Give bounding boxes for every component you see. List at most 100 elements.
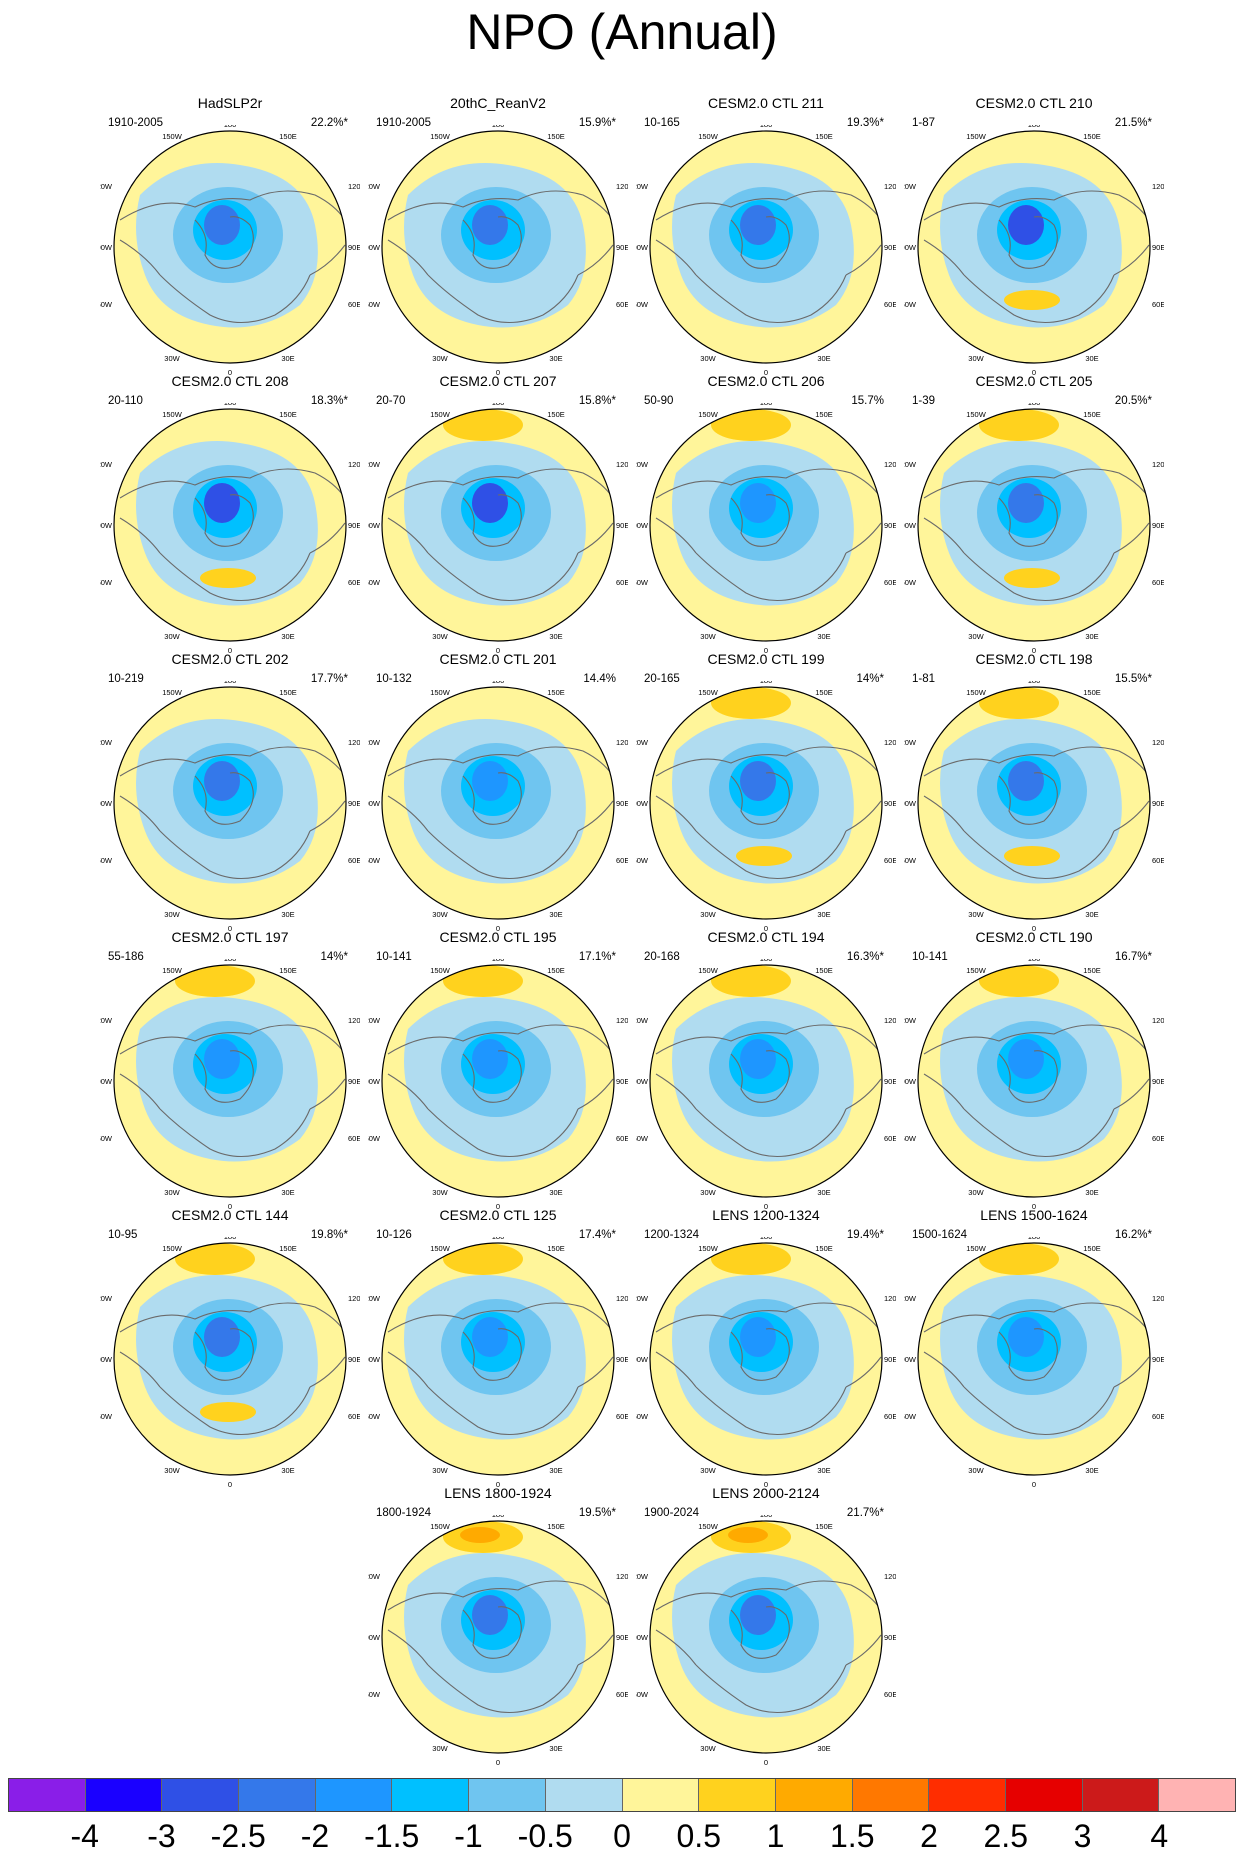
lon-label-60e: 60E: [1152, 856, 1164, 865]
colorbar-labels: -4 -3 -2.5 -2 -1.5 -1 -0.5 0 0.5 1 1.5 2 2.5 3 4: [0, 1818, 1244, 1858]
map-boundary-circle: [649, 408, 883, 642]
positive-anomaly-center: [979, 687, 1059, 719]
lon-label-150e: 150E: [279, 688, 297, 697]
panel-period: 1800-1924: [376, 1507, 431, 1519]
lon-label-180: 180: [1028, 1237, 1041, 1241]
colorbar-tick-label: -1: [454, 1818, 483, 1854]
lon-label-150w: 150W: [966, 132, 987, 141]
lon-label-120w: 120W: [100, 1294, 113, 1303]
slp-anomaly-field: [114, 965, 346, 1197]
negative-anomaly-core: [472, 483, 508, 523]
panel-variance-explained: 19.3%*: [846, 117, 884, 129]
lon-label-90w: 90W: [100, 243, 113, 252]
colorbar-tick-label: 4: [1150, 1818, 1169, 1854]
map-boundary-circle: [649, 130, 883, 364]
colorbar-box: [1005, 1779, 1083, 1811]
atlantic-positive-anomaly: [736, 846, 792, 866]
lon-label-180: 180: [760, 681, 773, 685]
lon-label-180: 180: [492, 125, 505, 129]
lon-label-30w: 30W: [968, 1466, 984, 1475]
panel-title: CESM2.0 CTL 144: [171, 1207, 289, 1223]
lon-label-30e: 30E: [1085, 910, 1098, 919]
panel-period: 50-90: [644, 395, 674, 407]
slp-anomaly-field: [382, 1243, 614, 1475]
panel-title: HadSLP2r: [197, 95, 263, 111]
lon-label-150w: 150W: [698, 132, 719, 141]
lon-label-120w: 120W: [904, 182, 917, 191]
lon-label-120e: 120E: [616, 182, 628, 191]
lon-label-150w: 150W: [430, 132, 451, 141]
colorbar-tick-label: -2.5: [210, 1818, 266, 1854]
lon-label-150e: 150E: [815, 688, 833, 697]
coastlines: [119, 1302, 346, 1435]
panel-variance-explained: 22.2%*: [310, 117, 348, 129]
lon-label-90w: 90W: [100, 1077, 113, 1086]
colorbar-tick-label: 2: [920, 1818, 938, 1854]
lon-label-30e: 30E: [817, 1466, 830, 1475]
lon-label-60e: 60E: [884, 856, 896, 865]
lon-label-90e: 90E: [884, 1633, 896, 1642]
map-boundary-circle: [649, 686, 883, 920]
lon-label-180: 180: [224, 403, 237, 407]
atlantic-positive-anomaly: [200, 1402, 256, 1422]
colorbar-box: [622, 1779, 700, 1811]
panel-period: 20-168: [644, 951, 680, 963]
lon-label-150e: 150E: [279, 966, 297, 975]
lon-label-150e: 150E: [1083, 688, 1101, 697]
lon-label-180: 180: [1028, 403, 1041, 407]
lon-label-150e: 150E: [815, 132, 833, 141]
map-panel: CESM2.0 CTL 198 1-81 15.5%* 180 150W 150E 120W…: [904, 651, 1164, 931]
map-panel: LENS 1200-1324 1200-1324 19.4%* 180 150W 150E…: [636, 1207, 896, 1487]
map-boundary-circle: [649, 1520, 883, 1754]
map-panel: CESM2.0 CTL 202 10-219 17.7%* 180 150W 150E 12…: [100, 651, 360, 931]
negative-anomaly-core: [1008, 205, 1044, 245]
panel-title: CESM2.0 CTL 211: [708, 95, 824, 111]
lon-label-150w: 150W: [430, 1522, 451, 1531]
lon-label-60e: 60E: [616, 856, 628, 865]
colorbar-tick-label: 0: [613, 1818, 631, 1854]
lon-label-180: 180: [492, 959, 505, 963]
lon-label-90w: 90W: [100, 1355, 113, 1364]
lon-label-90e: 90E: [884, 799, 896, 808]
lon-label-150w: 150W: [966, 410, 987, 419]
panel-period: 10-141: [376, 951, 412, 963]
lon-label-0: 0: [496, 368, 500, 375]
colorbar-box: [775, 1779, 853, 1811]
lon-label-90w: 90W: [636, 243, 649, 252]
lon-label-120w: 120W: [368, 460, 381, 469]
panel-title: CESM2.0 CTL 197: [171, 929, 289, 945]
lon-label-30w: 30W: [164, 910, 180, 919]
lon-label-30w: 30W: [700, 632, 716, 641]
map-boundary-circle: [381, 1520, 615, 1754]
lon-label-30w: 30W: [968, 910, 984, 919]
colorbar-tick-label: -2: [300, 1818, 330, 1854]
negative-anomaly-core: [472, 205, 508, 245]
lon-label-60w: 60W: [368, 578, 381, 587]
polar-stereographic-map: 180 150W 150E 120W 120E 90W 90E 60W 60E 30W 30E 0: [904, 681, 1164, 931]
map-boundary-circle: [113, 408, 347, 642]
negative-anomaly-core: [1008, 1039, 1044, 1079]
panel-title: LENS 2000-2124: [712, 1485, 820, 1501]
polar-stereographic-map: 180 150W 150E 120W 120E 90W 90E 60W 60E 30W 30E 0: [636, 403, 896, 653]
lon-label-150e: 150E: [1083, 132, 1101, 141]
lon-label-150e: 150E: [547, 132, 565, 141]
lon-label-120e: 120E: [1152, 460, 1164, 469]
lon-label-90e: 90E: [616, 1633, 628, 1642]
lon-label-180: 180: [492, 681, 505, 685]
slp-anomaly-field: [382, 409, 614, 641]
lon-label-120w: 120W: [904, 1294, 917, 1303]
lon-label-90e: 90E: [616, 1077, 628, 1086]
panel-title: CESM2.0 CTL 205: [975, 373, 1093, 389]
lon-label-60e: 60E: [348, 300, 360, 309]
atlantic-negative-anomaly: [736, 566, 792, 590]
map-panel: 20thC_ReanV2 1910-2005 15.9%* 180 150W 150E 12…: [368, 95, 628, 375]
lon-label-150w: 150W: [698, 1522, 719, 1531]
slp-anomaly-field: [650, 409, 882, 641]
coastlines: [655, 468, 882, 601]
lon-label-150e: 150E: [547, 1522, 565, 1531]
lon-label-30e: 30E: [281, 354, 294, 363]
coastlines: [387, 1302, 614, 1435]
polar-stereographic-map: 180 150W 150E 120W 120E 90W 90E 60W 60E 30W 30E 0: [636, 1515, 896, 1765]
lon-label-60w: 60W: [100, 1412, 113, 1421]
lon-label-120e: 120E: [884, 1294, 896, 1303]
